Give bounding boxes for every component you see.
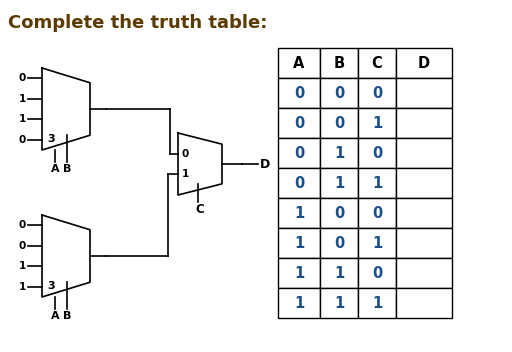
Text: 3: 3: [47, 134, 55, 144]
Text: 0: 0: [294, 176, 304, 190]
Bar: [358, 258, 396, 288]
Bar: [320, 48, 358, 78]
Text: B: B: [63, 311, 71, 321]
Text: 0: 0: [372, 145, 382, 161]
Bar: [278, 228, 320, 258]
Text: B: B: [63, 164, 71, 174]
Bar: [278, 78, 320, 108]
Text: 1: 1: [334, 145, 344, 161]
Text: 1: 1: [294, 206, 304, 220]
Text: 1: 1: [19, 261, 26, 271]
Text: 0: 0: [334, 206, 344, 220]
Bar: [396, 228, 452, 258]
Bar: [320, 138, 358, 168]
Text: 1: 1: [372, 235, 382, 251]
Text: 0: 0: [19, 73, 26, 83]
Text: 0: 0: [294, 115, 304, 131]
Text: 0: 0: [334, 235, 344, 251]
Bar: [278, 48, 320, 78]
Text: 1: 1: [294, 295, 304, 310]
Text: 1: 1: [372, 115, 382, 131]
Text: D: D: [260, 157, 270, 170]
Bar: [358, 228, 396, 258]
Bar: [396, 288, 452, 318]
Text: D: D: [418, 56, 430, 70]
Text: A: A: [51, 164, 60, 174]
Bar: [320, 198, 358, 228]
Bar: [396, 108, 452, 138]
Text: 1: 1: [334, 265, 344, 281]
Bar: [358, 288, 396, 318]
Bar: [278, 288, 320, 318]
Text: 1: 1: [19, 282, 26, 292]
Bar: [358, 78, 396, 108]
Text: 1: 1: [294, 235, 304, 251]
Bar: [320, 288, 358, 318]
Bar: [358, 48, 396, 78]
Text: 1: 1: [182, 169, 189, 179]
Text: 0: 0: [294, 145, 304, 161]
Bar: [396, 78, 452, 108]
Bar: [320, 258, 358, 288]
Text: A: A: [51, 311, 60, 321]
Text: 1: 1: [372, 176, 382, 190]
Text: 0: 0: [294, 86, 304, 101]
Text: Complete the truth table:: Complete the truth table:: [8, 14, 267, 32]
Bar: [396, 168, 452, 198]
Text: A: A: [293, 56, 305, 70]
Text: 0: 0: [372, 265, 382, 281]
Text: 0: 0: [19, 135, 26, 145]
Bar: [396, 138, 452, 168]
Text: 1: 1: [19, 114, 26, 124]
Bar: [320, 168, 358, 198]
Text: 0: 0: [19, 220, 26, 230]
Text: 0: 0: [334, 86, 344, 101]
Text: 1: 1: [294, 265, 304, 281]
Text: C: C: [372, 56, 382, 70]
Text: 1: 1: [372, 295, 382, 310]
Text: 0: 0: [372, 86, 382, 101]
Bar: [320, 78, 358, 108]
Bar: [278, 138, 320, 168]
Bar: [278, 168, 320, 198]
Bar: [358, 108, 396, 138]
Bar: [278, 108, 320, 138]
Bar: [278, 258, 320, 288]
Text: 0: 0: [19, 241, 26, 251]
Bar: [320, 228, 358, 258]
Bar: [358, 138, 396, 168]
Text: B: B: [333, 56, 345, 70]
Text: C: C: [196, 203, 205, 216]
Bar: [396, 258, 452, 288]
Text: 0: 0: [182, 149, 189, 159]
Bar: [320, 108, 358, 138]
Bar: [278, 198, 320, 228]
Bar: [358, 198, 396, 228]
Text: 1: 1: [334, 295, 344, 310]
Text: 1: 1: [334, 176, 344, 190]
Bar: [358, 168, 396, 198]
Bar: [396, 198, 452, 228]
Text: 0: 0: [372, 206, 382, 220]
Text: 1: 1: [19, 94, 26, 104]
Text: 3: 3: [47, 281, 55, 291]
Text: 0: 0: [334, 115, 344, 131]
Bar: [396, 48, 452, 78]
